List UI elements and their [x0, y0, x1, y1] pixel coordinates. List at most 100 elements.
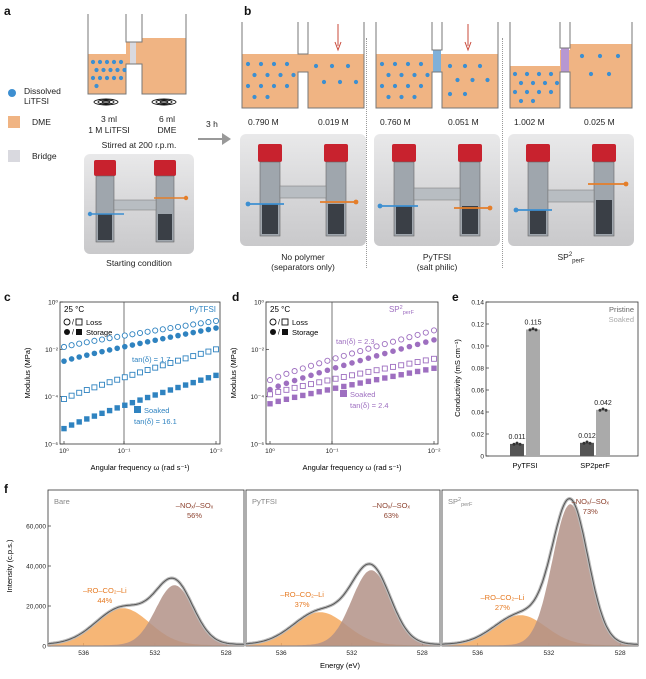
h-cell-no-polymer-diagram — [241, 22, 365, 109]
photo-sp2perf — [508, 134, 634, 246]
salt-dot — [94, 67, 99, 73]
y-tick-label: 0.12 — [471, 322, 484, 329]
cell2-caption: PyTFSI — [422, 252, 452, 262]
panel-d: 10⁰ 10⁻² 10⁻⁴ 10⁻⁶ 10⁰ 10⁻¹ 10⁻² Modulus (MPa… — [226, 298, 454, 478]
data-point-soaked-loss — [190, 353, 197, 360]
data-point-storage — [99, 348, 105, 355]
y-ticks: 0 20,000 40,000 60,000 — [26, 524, 51, 651]
replicate-point — [534, 328, 538, 332]
salt-dot — [447, 63, 453, 69]
data-point-soaked-loss — [398, 362, 405, 369]
salt-dot — [412, 72, 417, 78]
data-point-soaked-loss — [365, 368, 372, 375]
data-point-soaked-loss — [349, 372, 355, 379]
data-point-loss — [357, 348, 364, 355]
data-point-loss — [373, 343, 380, 350]
plot-frame — [59, 301, 221, 445]
salt-dot — [548, 89, 554, 95]
filled-circle-icon — [64, 329, 70, 335]
open-circle-icon — [63, 318, 71, 326]
salt-dot — [97, 59, 103, 65]
data-point-soaked-storage — [275, 398, 281, 405]
y-tick-label: 0.04 — [471, 410, 484, 417]
salt-dot — [579, 53, 585, 59]
cell3-caption-sup: 2 — [568, 252, 573, 259]
nox-sox-component — [246, 570, 440, 646]
data-point-storage — [106, 347, 113, 353]
data-point-soaked-storage — [423, 367, 429, 373]
chart-title-sup: 2 — [400, 305, 403, 311]
annotation-tan-pristine: tan(δ) = 2.3 — [336, 337, 375, 346]
data-point-soaked-loss — [390, 363, 396, 370]
data-point-soaked-loss — [332, 375, 339, 382]
salt-dot — [462, 63, 468, 69]
data-point-soaked-storage — [390, 373, 396, 380]
data-point-soaked-storage — [99, 410, 105, 417]
bar-value-label: 0.042 — [594, 400, 612, 407]
salt-dot — [258, 83, 264, 89]
data-point-storage — [213, 325, 219, 331]
bar-pristine — [580, 442, 594, 456]
data-point-soaked-loss — [137, 369, 143, 376]
x-axis-label: Energy (eV) — [320, 661, 361, 670]
salt-dot — [405, 83, 411, 89]
salt-dot — [245, 83, 251, 89]
subpanel-title: Bare — [54, 497, 70, 506]
data-point-loss — [83, 339, 90, 346]
data-point-loss — [266, 377, 274, 384]
x-tick-label: 10⁻¹ — [326, 448, 340, 455]
salt-dot — [252, 94, 257, 100]
data-point-storage — [61, 358, 67, 364]
data-point-soaked-loss — [308, 381, 314, 388]
data-point-soaked-storage — [382, 375, 388, 381]
data-point-storage — [114, 345, 120, 352]
h-cell-outline — [87, 14, 187, 95]
data-point-storage — [357, 357, 363, 364]
data-point-soaked-storage — [61, 425, 67, 432]
data-point-soaked-loss — [340, 374, 347, 380]
cell2-left-concentration: 0.760 M — [380, 117, 411, 127]
svg-text:/: / — [72, 320, 74, 327]
x-tick-label: 10⁻² — [428, 448, 442, 455]
stir-bar-right-icon — [151, 98, 177, 106]
salt-dot — [97, 75, 103, 81]
legend: / Loss / Storage — [63, 318, 112, 337]
data-point-loss — [144, 328, 151, 335]
data-point-soaked-storage — [76, 419, 82, 425]
annotation-tan-soaked: tan(δ) = 16.1 — [134, 417, 177, 426]
salt-dot — [386, 94, 391, 100]
salt-dot — [104, 59, 110, 65]
salt-dot — [462, 91, 468, 97]
legend-loss: Loss — [292, 318, 308, 327]
data-point-storage — [406, 343, 413, 350]
salt-dot — [455, 77, 460, 83]
panel-f: 0 20,000 40,000 60,000 536 532 528 Bare –RO–CO₂… — [0, 486, 646, 674]
cell3-caption-main: SP — [557, 252, 569, 262]
h-cell-start-diagram — [87, 14, 187, 106]
data-point-storage — [167, 334, 174, 340]
data-point-soaked-storage — [175, 384, 181, 391]
red-cap-icon — [392, 144, 416, 162]
replicate-point — [598, 408, 602, 412]
annotation-soaked: Soaked — [144, 406, 169, 415]
salt-dot — [321, 79, 327, 85]
open-circle-icon — [269, 318, 277, 326]
data-point-storage — [275, 383, 281, 390]
data-point-loss — [114, 333, 121, 340]
cell2-right-concentration: 0.051 M — [448, 117, 479, 127]
data-point-storage — [414, 341, 421, 348]
data-point-soaked-loss — [106, 379, 113, 386]
data-point-loss — [76, 340, 83, 347]
replicate-point — [531, 327, 535, 331]
data-point-loss — [121, 332, 128, 339]
salt-dot — [115, 67, 120, 73]
svg-text:/: / — [278, 330, 280, 337]
data-point-storage — [182, 331, 189, 337]
data-point-soaked-loss — [324, 377, 331, 384]
bar-value-label: 0.012 — [578, 433, 596, 440]
photo-pytfsi — [374, 134, 500, 246]
data-point-soaked-storage — [144, 394, 151, 401]
data-point-storage — [291, 377, 298, 384]
y-tick-label: 0 — [480, 454, 484, 461]
data-point-soaked-storage — [182, 382, 189, 388]
